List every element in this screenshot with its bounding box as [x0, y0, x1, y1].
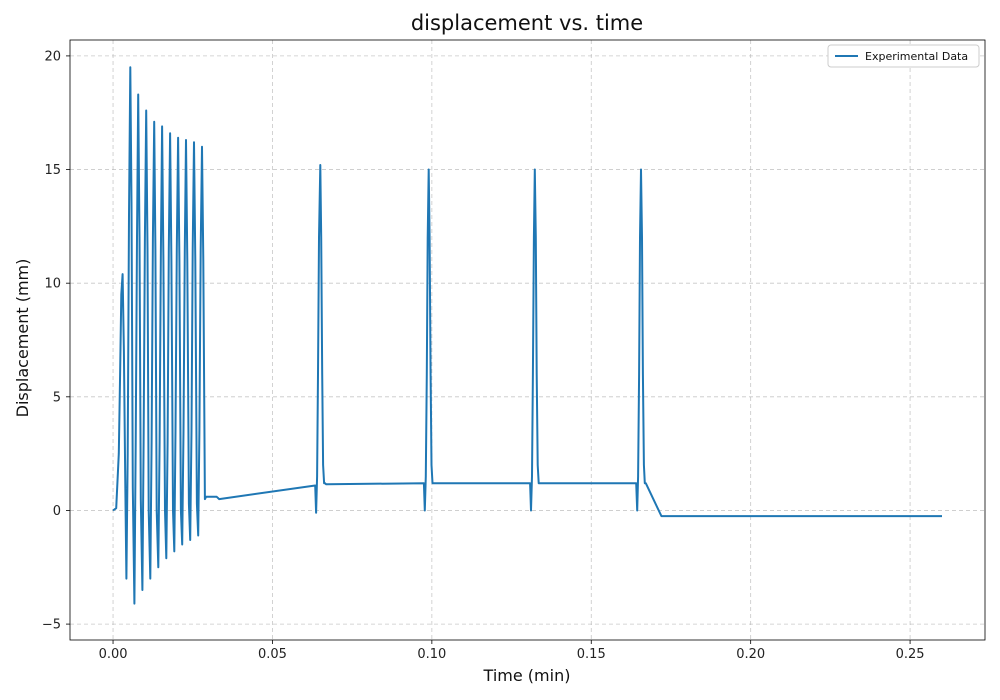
- y-tick-label: −5: [42, 618, 61, 633]
- y-tick-label: 15: [44, 163, 61, 178]
- chart-title: displacement vs. time: [411, 11, 643, 35]
- series-layer: [112, 66, 942, 605]
- x-tick-label: 0.15: [577, 647, 606, 662]
- legend-label: Experimental Data: [865, 50, 968, 63]
- grid: [70, 40, 985, 640]
- plot-area-frame: [69, 39, 986, 641]
- x-tick-label: 0.25: [896, 647, 925, 662]
- x-axis-title: Time (min): [483, 666, 571, 685]
- legend: Experimental Data: [827, 44, 980, 68]
- legend-box: [827, 44, 980, 68]
- y-tick-label: 20: [44, 49, 61, 64]
- x-tick-label: 0.05: [258, 647, 287, 662]
- y-tick-label: 0: [53, 504, 61, 519]
- series-line: [112, 66, 942, 605]
- x-tick-label: 0.10: [417, 647, 446, 662]
- x-tick-label: 0.00: [99, 647, 128, 662]
- y-axis-ticks: −5 0 5 10 15 20: [42, 49, 70, 633]
- x-tick-label: 0.20: [736, 647, 765, 662]
- y-axis-title: Displacement (mm): [13, 259, 32, 418]
- x-axis-ticks: 0.00 0.05 0.10 0.15 0.20 0.25: [99, 640, 925, 662]
- y-tick-label: 10: [44, 277, 61, 292]
- y-tick-label: 5: [53, 390, 61, 405]
